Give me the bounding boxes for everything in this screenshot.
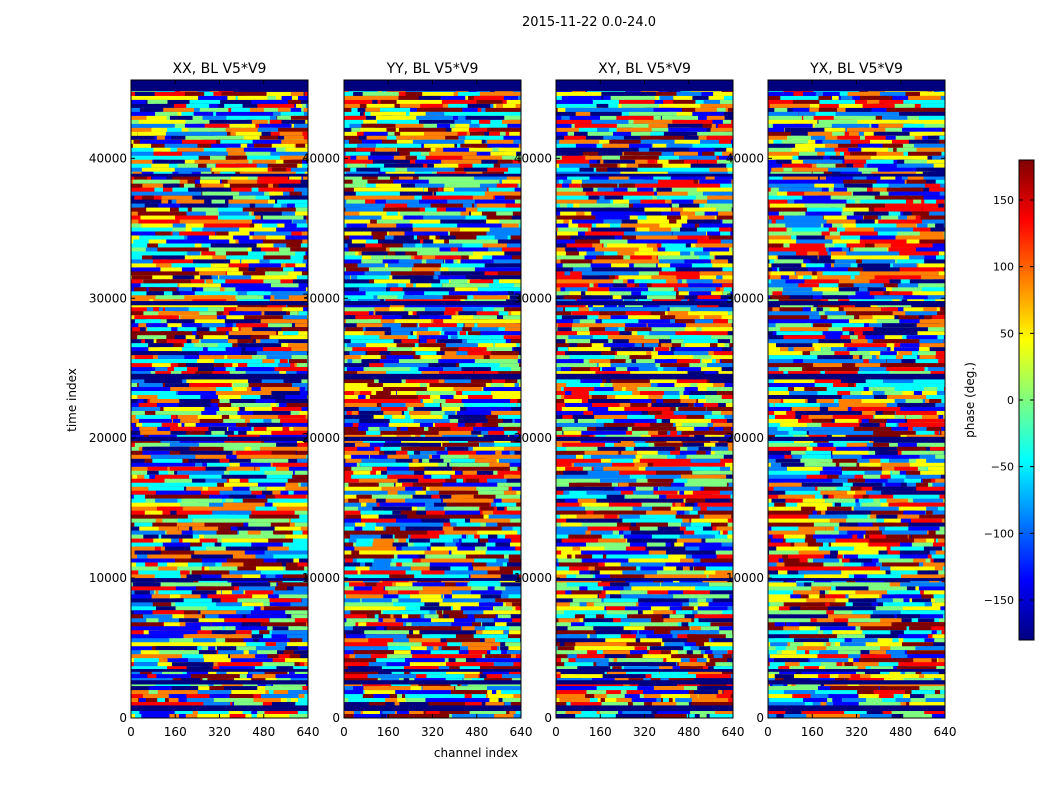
y-tick-label: 10000 [514, 571, 552, 585]
shared-y-axis-label: time index [65, 368, 79, 432]
colorbar-tick-label: 0 [1007, 394, 1014, 407]
x-tick-label: 160 [377, 725, 400, 739]
y-tick-label: 0 [756, 711, 764, 725]
colorbar-tick-label: 150 [993, 194, 1014, 207]
x-tick-label: 480 [252, 725, 275, 739]
colorbar-tick-label: −150 [984, 594, 1014, 607]
x-tick-label: 480 [677, 725, 700, 739]
phase-heatmap-image [768, 80, 945, 718]
colorbar-tick-label: 50 [1000, 327, 1014, 340]
x-tick-label: 640 [297, 725, 320, 739]
phase-heatmap-image [556, 80, 733, 718]
x-tick-label: 320 [845, 725, 868, 739]
y-tick-label: 30000 [514, 291, 552, 305]
heatmap-panel: YX, BL V5*V9 0 160 320 480 640 0 10000 20000 3000… [726, 61, 957, 739]
colorbar-tick-label: −100 [984, 527, 1014, 540]
x-tick-label: 480 [889, 725, 912, 739]
y-tick-label: 0 [119, 711, 127, 725]
y-tick-label: 10000 [726, 571, 764, 585]
panel-title: YY, BL V5*V9 [386, 61, 479, 77]
y-tick-label: 30000 [302, 291, 340, 305]
phase-heatmap-image [131, 80, 308, 718]
x-tick-label: 640 [510, 725, 533, 739]
y-tick-label: 10000 [89, 571, 127, 585]
heatmap-panel: XY, BL V5*V9 0 160 320 480 640 0 10000 20000 3000… [514, 61, 745, 739]
y-tick-label: 0 [544, 711, 552, 725]
x-tick-label: 0 [340, 725, 348, 739]
y-tick-label: 10000 [302, 571, 340, 585]
x-tick-label: 320 [421, 725, 444, 739]
y-tick-label: 40000 [726, 151, 764, 165]
y-tick-label: 40000 [89, 151, 127, 165]
x-tick-label: 0 [552, 725, 560, 739]
x-tick-label: 0 [127, 725, 135, 739]
y-tick-label: 30000 [726, 291, 764, 305]
colorbar-label: phase (deg.) [963, 362, 977, 438]
colorbar-tick-label: 100 [993, 261, 1014, 274]
heatmap-panel: YY, BL V5*V9 0 160 320 480 640 0 10000 20000 3000… [302, 61, 533, 739]
y-tick-label: 40000 [514, 151, 552, 165]
panel-title: XY, BL V5*V9 [598, 61, 691, 77]
y-tick-label: 20000 [514, 431, 552, 445]
x-tick-label: 0 [764, 725, 772, 739]
x-tick-label: 480 [465, 725, 488, 739]
y-tick-label: 30000 [89, 291, 127, 305]
panel-title: XX, BL V5*V9 [173, 61, 267, 77]
panel-title: YX, BL V5*V9 [809, 61, 903, 77]
y-tick-label: 20000 [302, 431, 340, 445]
x-tick-label: 160 [164, 725, 187, 739]
x-tick-label: 160 [589, 725, 612, 739]
x-tick-label: 640 [722, 725, 745, 739]
y-tick-label: 0 [332, 711, 340, 725]
x-tick-label: 320 [633, 725, 656, 739]
x-tick-label: 640 [934, 725, 957, 739]
figure-suptitle: 2015-11-22 0.0-24.0 [522, 15, 656, 30]
phase-heatmap-image [344, 80, 521, 718]
x-tick-label: 320 [208, 725, 231, 739]
heatmap-panels: XX, BL V5*V9 0 160 320 480 640 0 10000 20000 3000… [89, 61, 957, 739]
shared-x-axis-label: channel index [434, 746, 518, 760]
y-tick-label: 40000 [302, 151, 340, 165]
colorbar-tick-label: −50 [991, 461, 1014, 474]
y-tick-label: 20000 [89, 431, 127, 445]
heatmap-panel: XX, BL V5*V9 0 160 320 480 640 0 10000 20000 3000… [89, 61, 320, 739]
x-tick-label: 160 [801, 725, 824, 739]
colorbar: −150 −100 −50 0 50 100 150 phase (deg.) [963, 159, 1035, 641]
y-tick-label: 20000 [726, 431, 764, 445]
